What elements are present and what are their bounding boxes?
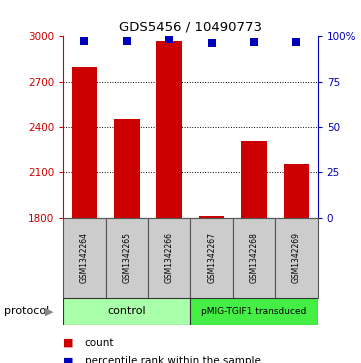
Bar bbox=[199, 216, 224, 218]
Text: GSM1342266: GSM1342266 bbox=[165, 232, 174, 283]
Bar bbox=[105, 218, 148, 298]
Text: GSM1342264: GSM1342264 bbox=[80, 232, 89, 283]
Bar bbox=[156, 41, 182, 218]
Text: ■: ■ bbox=[63, 356, 74, 363]
Bar bbox=[275, 218, 318, 298]
Bar bbox=[63, 298, 190, 325]
Text: percentile rank within the sample: percentile rank within the sample bbox=[85, 356, 261, 363]
Bar bbox=[241, 140, 267, 218]
Text: pMIG-TGIF1 transduced: pMIG-TGIF1 transduced bbox=[201, 307, 307, 316]
Bar bbox=[114, 119, 139, 218]
Text: ▶: ▶ bbox=[44, 306, 53, 316]
Point bbox=[82, 38, 87, 44]
Text: protocol: protocol bbox=[4, 306, 49, 316]
Point bbox=[124, 38, 130, 44]
Text: control: control bbox=[108, 306, 146, 316]
Bar bbox=[190, 298, 318, 325]
Text: GSM1342265: GSM1342265 bbox=[122, 232, 131, 283]
Bar bbox=[63, 218, 105, 298]
Bar bbox=[284, 164, 309, 218]
Text: GSM1342269: GSM1342269 bbox=[292, 232, 301, 283]
Point bbox=[209, 40, 214, 46]
Bar bbox=[233, 218, 275, 298]
Point bbox=[251, 39, 257, 45]
Text: GSM1342268: GSM1342268 bbox=[249, 232, 258, 283]
Text: GSM1342267: GSM1342267 bbox=[207, 232, 216, 283]
Bar bbox=[148, 218, 191, 298]
Text: ■: ■ bbox=[63, 338, 74, 348]
Title: GDS5456 / 10490773: GDS5456 / 10490773 bbox=[119, 21, 262, 34]
Bar bbox=[190, 218, 233, 298]
Bar bbox=[71, 66, 97, 218]
Point bbox=[166, 36, 172, 42]
Text: count: count bbox=[85, 338, 114, 348]
Point bbox=[293, 39, 299, 45]
